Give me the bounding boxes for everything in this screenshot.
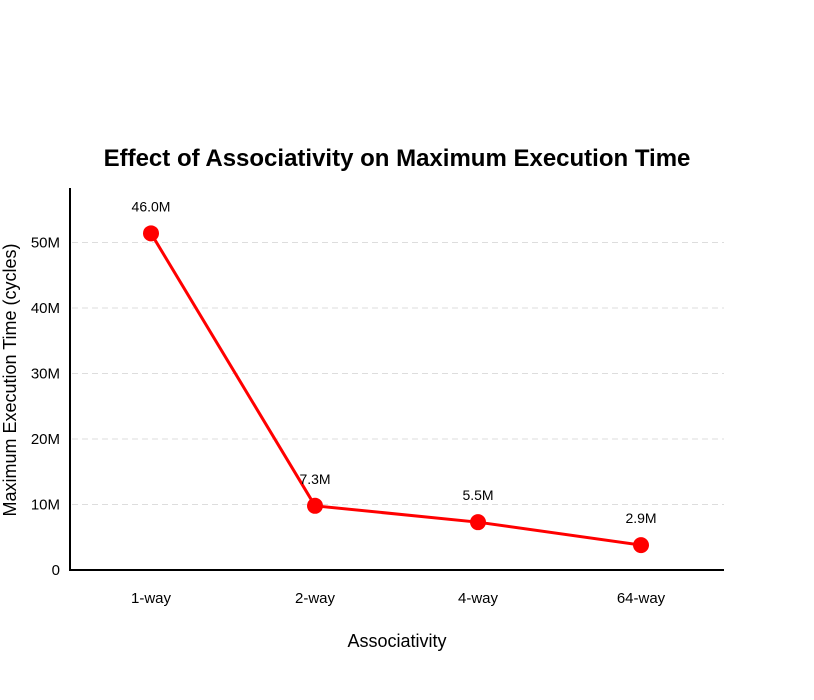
x-tick-label: 64-way <box>617 590 666 607</box>
data-label: 46.0M <box>132 198 171 214</box>
x-tick-label: 1-way <box>131 590 172 607</box>
data-point <box>470 514 486 531</box>
y-tick-label: 40M <box>31 300 60 317</box>
y-tick-label: 50M <box>31 235 60 252</box>
y-axis-label: Maximum Execution Time (cycles) <box>0 243 20 516</box>
data-point <box>307 497 323 514</box>
data-label: 5.5M <box>462 487 493 503</box>
series-layer: 46.0M 7.3M 5.5M 2.9M <box>132 198 657 554</box>
x-tick-label: 2-way <box>295 590 336 607</box>
grid-layer <box>72 242 724 505</box>
y-tick-label: 30M <box>31 366 60 383</box>
data-point <box>143 225 159 242</box>
data-point <box>633 537 649 554</box>
x-axis-label: Associativity <box>347 631 446 651</box>
y-tick-label: 20M <box>31 431 60 448</box>
data-label: 7.3M <box>299 471 330 487</box>
y-tick-labels: 0 10M 20M 30M 40M 50M <box>31 235 60 580</box>
x-tick-labels: 1-way 2-way 4-way 64-way <box>131 590 666 607</box>
y-tick-label: 0 <box>52 562 60 579</box>
data-label: 2.9M <box>625 510 656 526</box>
chart-title: Effect of Associativity on Maximum Execu… <box>104 145 691 172</box>
series-line <box>149 232 642 547</box>
y-tick-label: 10M <box>31 497 60 514</box>
x-tick-label: 4-way <box>458 590 499 607</box>
